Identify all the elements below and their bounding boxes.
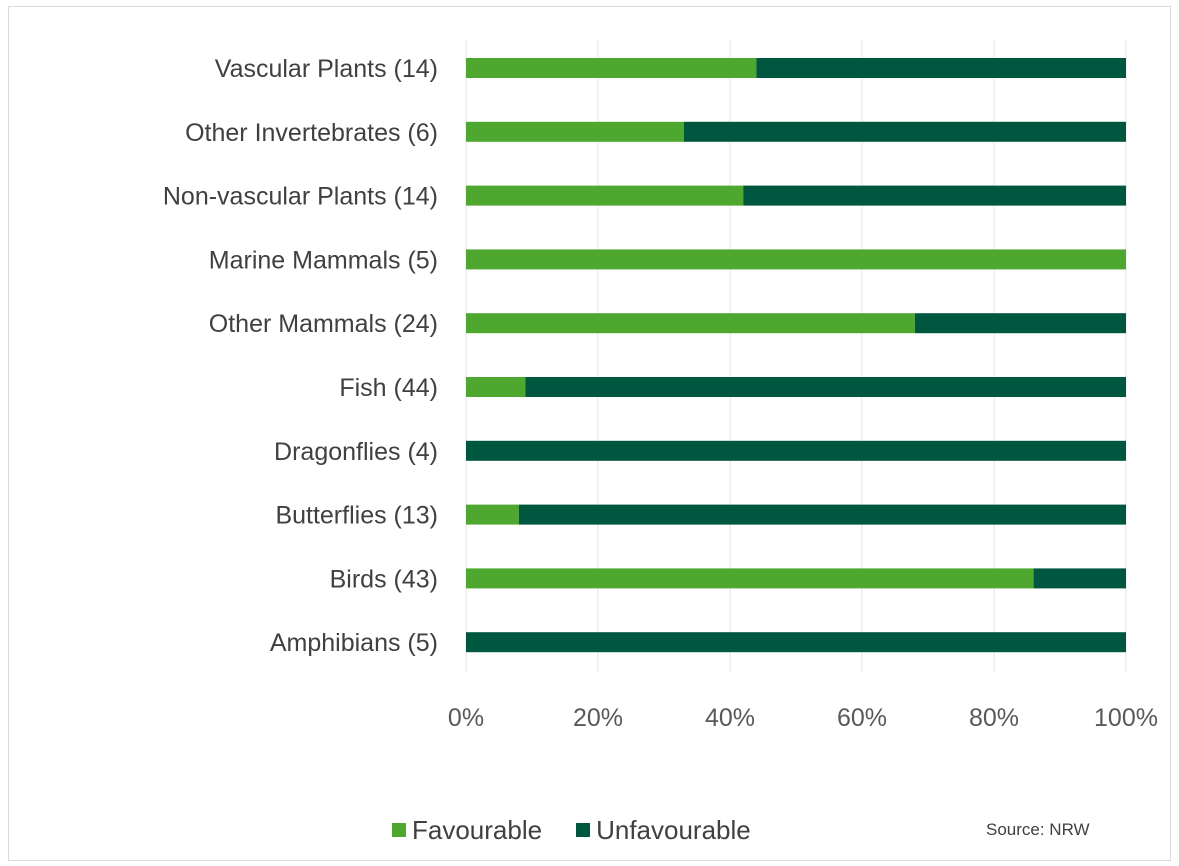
bar-unfavourable [518, 504, 1126, 525]
legend-label-unfavourable: Unfavourable [596, 814, 751, 845]
source-note: Source: NRW [986, 820, 1090, 839]
legend: Favourable Unfavourable [392, 812, 785, 848]
bar-favourable [466, 313, 915, 334]
legend-swatch-unfavourable [576, 823, 591, 837]
bar-favourable [466, 58, 757, 78]
x-tick-label: 0% [448, 704, 484, 732]
x-tick-label: 100% [1094, 704, 1158, 732]
x-tick-label: 80% [969, 704, 1019, 732]
x-tick-label: 40% [705, 704, 755, 732]
bar-unfavourable [525, 377, 1126, 397]
bar-favourable [466, 121, 684, 142]
legend-item-unfavourable: Unfavourable [576, 815, 751, 846]
category-label: Butterflies (13) [275, 502, 438, 530]
category-label: Amphibians (5) [270, 629, 438, 657]
legend-swatch-favourable [392, 823, 406, 837]
x-tick-label: 60% [837, 704, 887, 732]
bar-favourable [466, 504, 519, 525]
category-label: Dragonflies (4) [274, 438, 438, 466]
bar-unfavourable [756, 58, 1126, 78]
bar-unfavourable [743, 185, 1126, 206]
bar-unfavourable [914, 313, 1126, 334]
category-label: Other Mammals (24) [209, 310, 438, 338]
category-label: Birds (43) [330, 565, 438, 593]
bar-favourable [466, 249, 1126, 270]
bar-unfavourable [466, 440, 1126, 461]
category-label: Vascular Plants (14) [215, 55, 438, 83]
category-label: Marine Mammals (5) [209, 246, 438, 274]
bar-unfavourable [466, 632, 1126, 653]
category-label: Fish (44) [339, 374, 438, 402]
x-tick-label: 20% [573, 704, 623, 732]
category-label: Other Invertebrates (6) [185, 119, 438, 147]
bar-favourable [466, 568, 1034, 589]
category-label: Non-vascular Plants (14) [163, 183, 438, 211]
legend-label-favourable: Favourable [412, 814, 543, 845]
bar-favourable [466, 185, 744, 206]
chart-frame [8, 6, 1171, 861]
bar-unfavourable [1033, 568, 1126, 589]
bar-unfavourable [683, 121, 1126, 142]
legend-item-favourable: Favourable [392, 815, 542, 846]
bar-favourable [466, 377, 526, 397]
